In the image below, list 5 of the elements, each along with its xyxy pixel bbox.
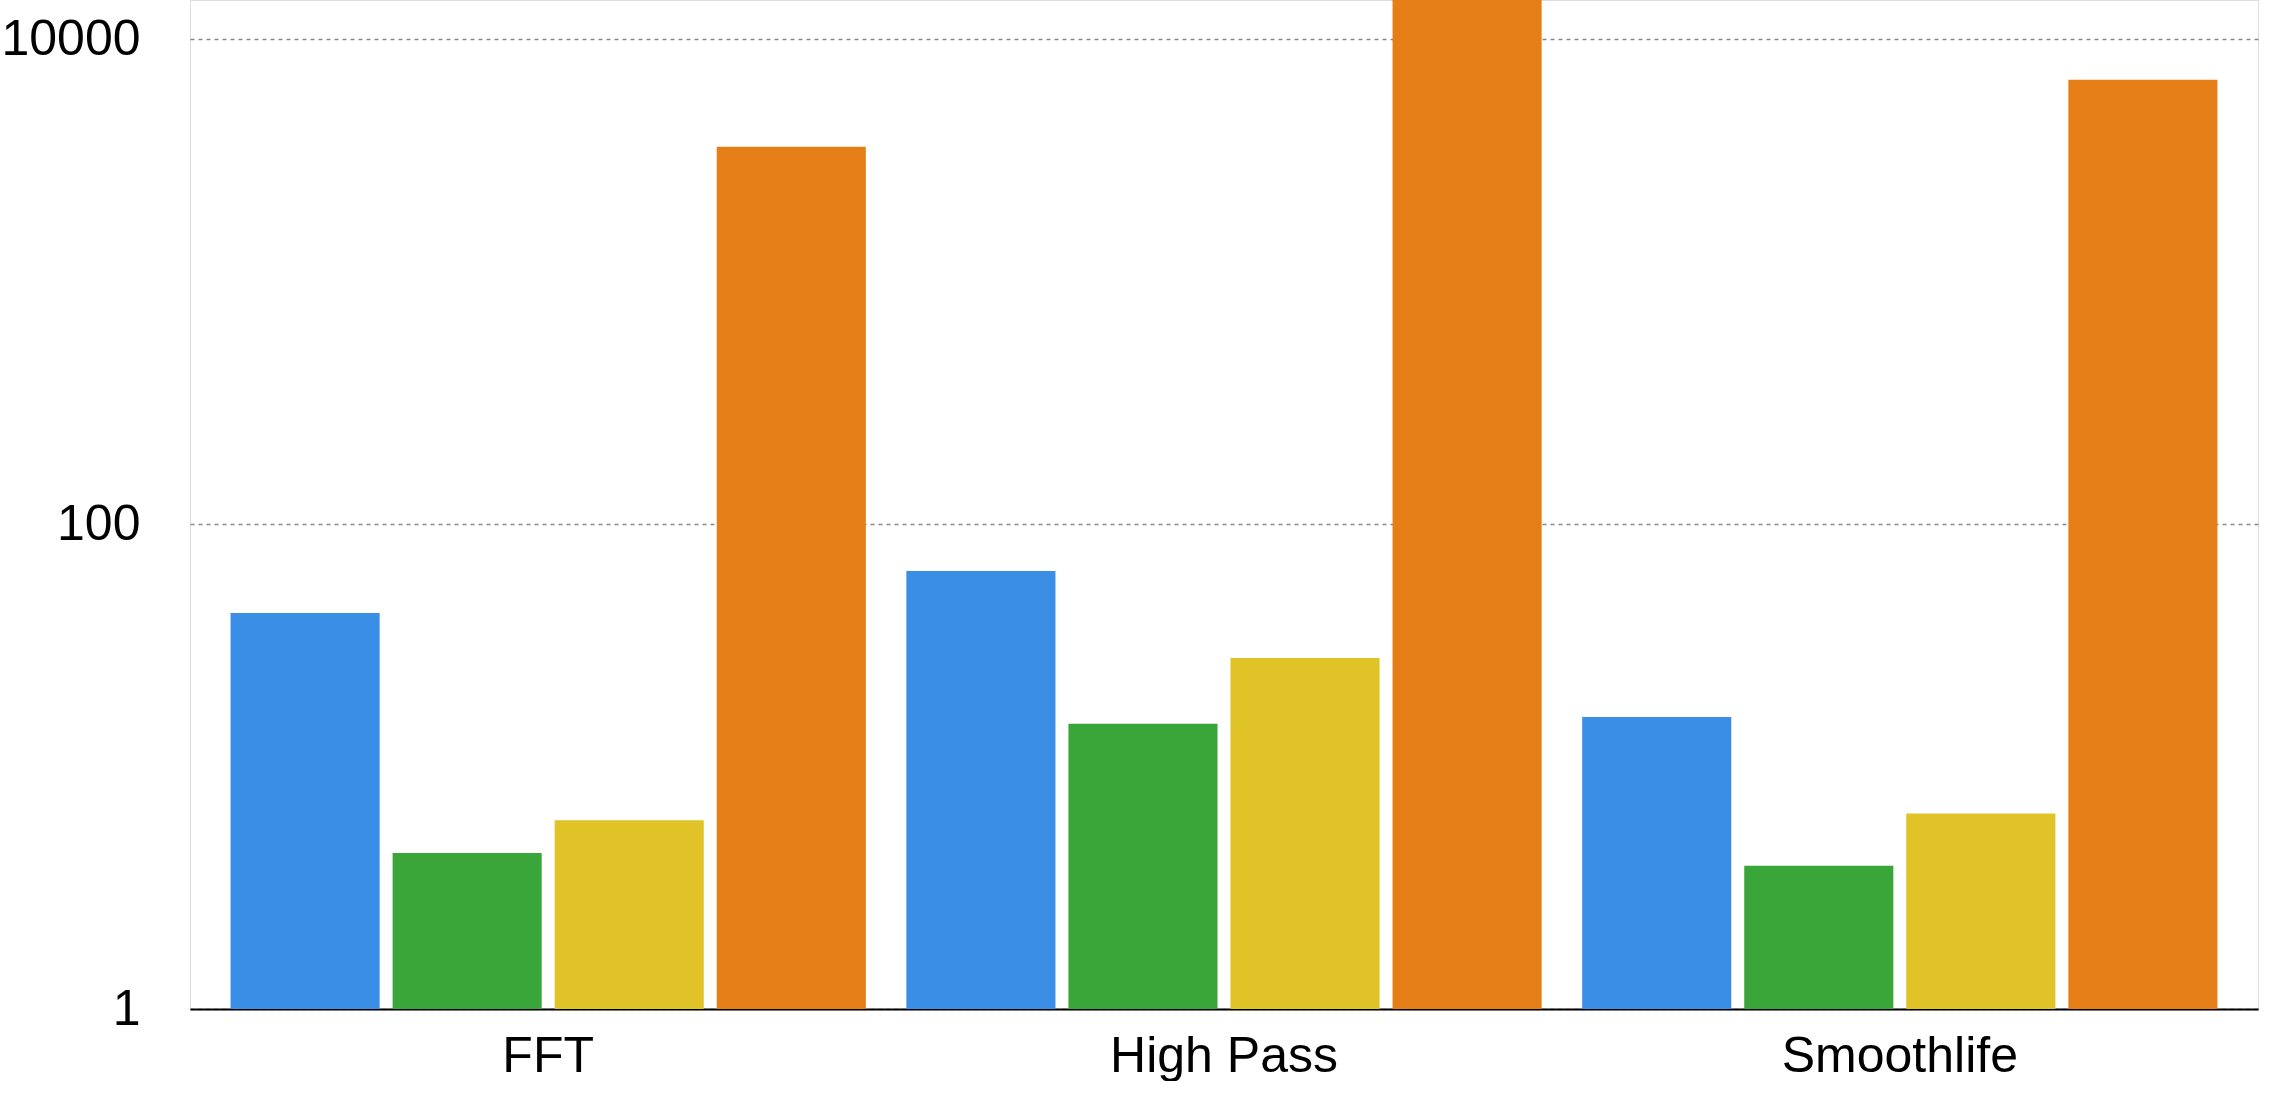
y-tick-label: 1 [112, 979, 141, 1036]
y-tick-label: 100 [57, 494, 141, 551]
x-tick-label: FFT [502, 1026, 594, 1083]
y-tick-label: 10000 [1, 9, 141, 66]
x-tick-label: Smoothlife [1781, 1026, 2018, 1083]
